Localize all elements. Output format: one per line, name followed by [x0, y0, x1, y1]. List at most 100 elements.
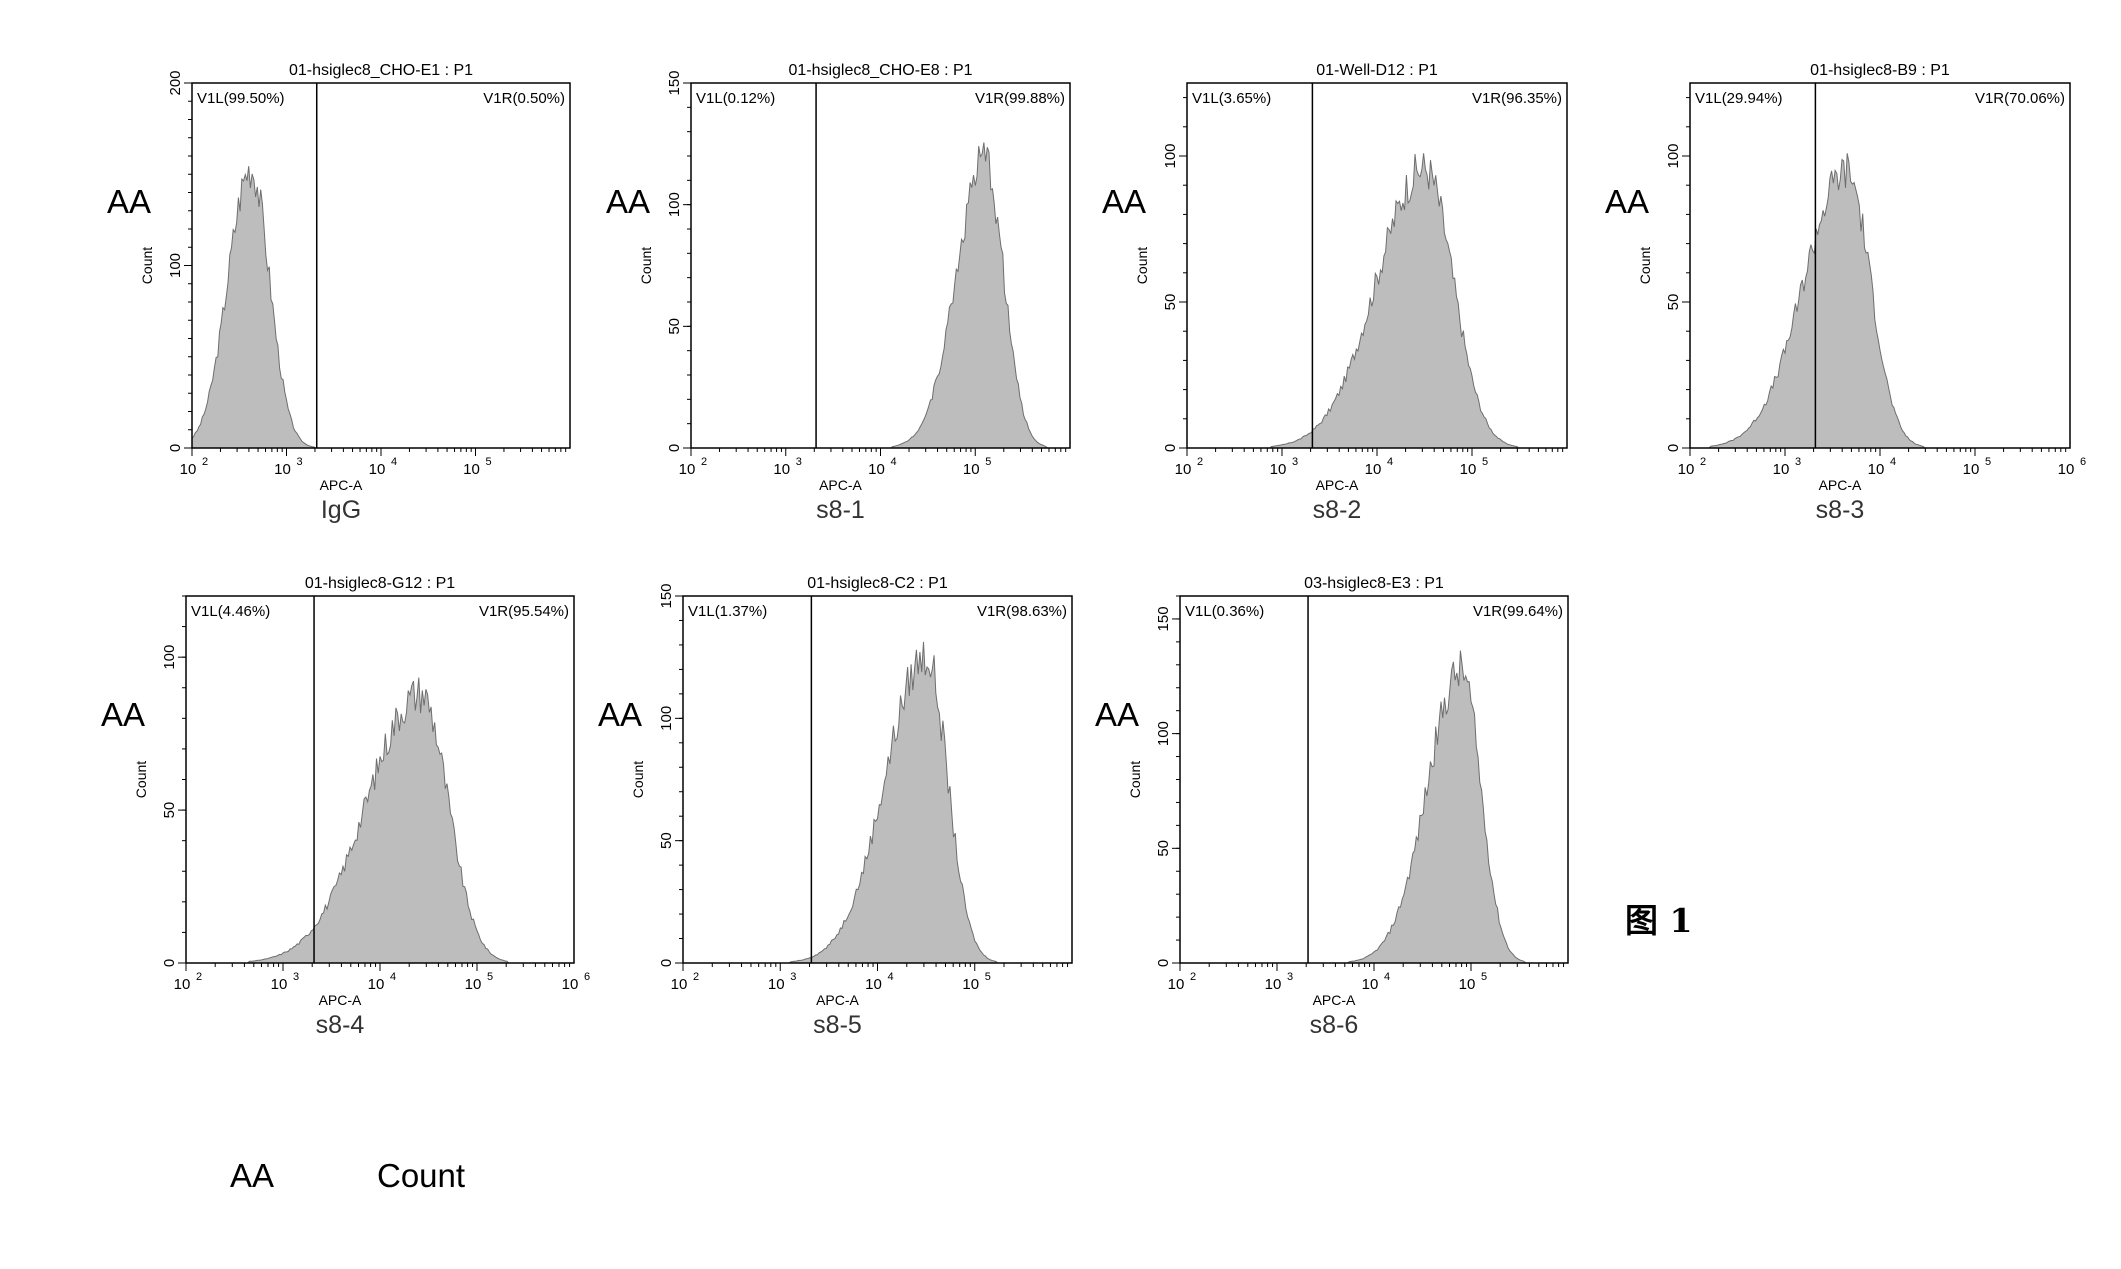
histogram-area — [191, 166, 570, 449]
x-axis-label: APC-A — [816, 992, 859, 1008]
legend-abbr: AA — [230, 1157, 274, 1194]
y-tick-label: 50 — [1162, 294, 1179, 311]
histogram-area — [691, 142, 1070, 449]
sample-label: s8-1 — [816, 496, 865, 524]
gate-label-left: V1L(0.12%) — [696, 90, 775, 107]
x-tick-exponent: 2 — [1197, 456, 1203, 468]
x-tick-exponent: 3 — [1795, 456, 1801, 468]
panel-title: 01-Well-D12 : P1 — [1316, 62, 1438, 79]
panel-7: V1L(0.36%) V1R(99.64%) 03-hsiglec8-E3 : P1… — [1095, 575, 1569, 1039]
x-tick-exponent: 4 — [391, 456, 397, 468]
histogram-area — [1690, 153, 2070, 449]
y-tick-label: 100 — [167, 253, 184, 278]
y-tick-label: 0 — [1155, 959, 1172, 967]
x-tick-label: 10 — [1362, 976, 1379, 993]
histogram-area — [1180, 650, 1568, 964]
y-tick-label: 0 — [1665, 444, 1682, 452]
y-axis-label: Count — [1637, 247, 1653, 284]
x-axis-label: APC-A — [319, 992, 362, 1008]
x-tick-label: 10 — [2058, 461, 2075, 478]
panel-6: V1L(1.37%) V1R(98.63%) 01-hsiglec8-C2 : P1… — [598, 575, 1073, 1039]
x-tick-exponent: 5 — [1985, 456, 1991, 468]
x-tick-exponent: 4 — [1890, 456, 1896, 468]
sample-label: s8-4 — [316, 1011, 365, 1039]
x-axis-label: APC-A — [1316, 477, 1359, 493]
panel-title: 01-hsiglec8-B9 : P1 — [1810, 62, 1950, 79]
x-tick-label: 10 — [465, 976, 482, 993]
x-tick-exponent: 3 — [297, 456, 303, 468]
x-tick-exponent: 4 — [390, 971, 396, 983]
gate-label-left: V1L(3.65%) — [1192, 90, 1271, 107]
x-tick-exponent: 3 — [1287, 971, 1293, 983]
side-label: AA — [1102, 183, 1146, 220]
legend-meaning: Count — [377, 1157, 465, 1194]
panel-title: 01-hsiglec8_CHO-E1 : P1 — [289, 62, 473, 79]
y-tick-label: 0 — [658, 959, 675, 967]
x-axis-label: APC-A — [819, 477, 862, 493]
panel-title: 03-hsiglec8-E3 : P1 — [1304, 575, 1444, 592]
x-tick-exponent: 6 — [2080, 456, 2086, 468]
y-tick-label: 100 — [1155, 721, 1172, 746]
y-tick-label: 50 — [666, 318, 683, 335]
x-tick-label: 10 — [180, 461, 197, 478]
x-tick-label: 10 — [369, 461, 386, 478]
panel-title: 01-hsiglec8-G12 : P1 — [305, 575, 455, 592]
x-tick-label: 10 — [963, 461, 980, 478]
x-tick-exponent: 4 — [1387, 456, 1393, 468]
x-tick-label: 10 — [368, 976, 385, 993]
x-tick-label: 10 — [1365, 461, 1382, 478]
y-axis-label: Count — [133, 761, 149, 798]
x-tick-exponent: 2 — [1700, 456, 1706, 468]
x-tick-label: 10 — [274, 461, 291, 478]
x-axis-label: APC-A — [1819, 477, 1862, 493]
gate-label-left: V1L(99.50%) — [197, 90, 285, 107]
x-tick-label: 10 — [865, 976, 882, 993]
y-tick-label: 100 — [658, 706, 675, 731]
x-tick-label: 10 — [1460, 461, 1477, 478]
gate-label-right: V1R(99.88%) — [975, 90, 1065, 107]
sample-label: IgG — [321, 496, 361, 524]
x-tick-exponent: 4 — [888, 971, 894, 983]
histogram-area — [683, 641, 1072, 964]
x-tick-exponent: 2 — [693, 971, 699, 983]
x-tick-label: 10 — [773, 461, 790, 478]
x-tick-label: 10 — [174, 976, 191, 993]
x-tick-label: 10 — [671, 976, 688, 993]
panel-4: V1L(29.94%) V1R(70.06%) 01-hsiglec8-B9 : P… — [1605, 62, 2086, 524]
x-tick-exponent: 2 — [202, 456, 208, 468]
histogram-area — [186, 677, 574, 964]
x-tick-label: 10 — [1168, 976, 1185, 993]
gate-label-left: V1L(1.37%) — [688, 603, 767, 620]
x-tick-exponent: 5 — [1482, 456, 1488, 468]
side-label: AA — [101, 696, 145, 733]
panel-3: V1L(3.65%) V1R(96.35%) 01-Well-D12 : P1 10 2… — [1102, 62, 1568, 524]
y-tick-label: 150 — [1155, 606, 1172, 631]
x-tick-label: 10 — [271, 976, 288, 993]
sample-label: s8-6 — [1310, 1011, 1359, 1039]
x-tick-exponent: 5 — [985, 456, 991, 468]
x-tick-label: 10 — [1459, 976, 1476, 993]
gate-label-right: V1R(0.50%) — [483, 90, 565, 107]
gate-label-right: V1R(95.54%) — [479, 603, 569, 620]
y-tick-label: 150 — [666, 70, 683, 95]
y-tick-label: 100 — [161, 645, 178, 670]
y-tick-label: 0 — [161, 959, 178, 967]
x-tick-exponent: 2 — [196, 971, 202, 983]
x-tick-label: 10 — [1773, 461, 1790, 478]
y-tick-label: 50 — [161, 802, 178, 819]
y-tick-label: 50 — [1155, 840, 1172, 857]
y-axis-label: Count — [1127, 761, 1143, 798]
panel-1: V1L(99.50%) V1R(0.50%) 01-hsiglec8_CHO-E1 … — [107, 62, 571, 524]
side-label: AA — [606, 183, 650, 220]
x-tick-exponent: 4 — [1384, 971, 1390, 983]
x-tick-exponent: 5 — [487, 971, 493, 983]
y-tick-label: 200 — [167, 70, 184, 95]
y-axis-label: Count — [139, 247, 155, 284]
x-tick-label: 10 — [562, 976, 579, 993]
gate-label-left: V1L(4.46%) — [191, 603, 270, 620]
gate-label-right: V1R(99.64%) — [1473, 603, 1563, 620]
x-tick-label: 10 — [679, 461, 696, 478]
x-tick-exponent: 5 — [1481, 971, 1487, 983]
x-tick-exponent: 3 — [796, 456, 802, 468]
x-tick-label: 10 — [962, 976, 979, 993]
